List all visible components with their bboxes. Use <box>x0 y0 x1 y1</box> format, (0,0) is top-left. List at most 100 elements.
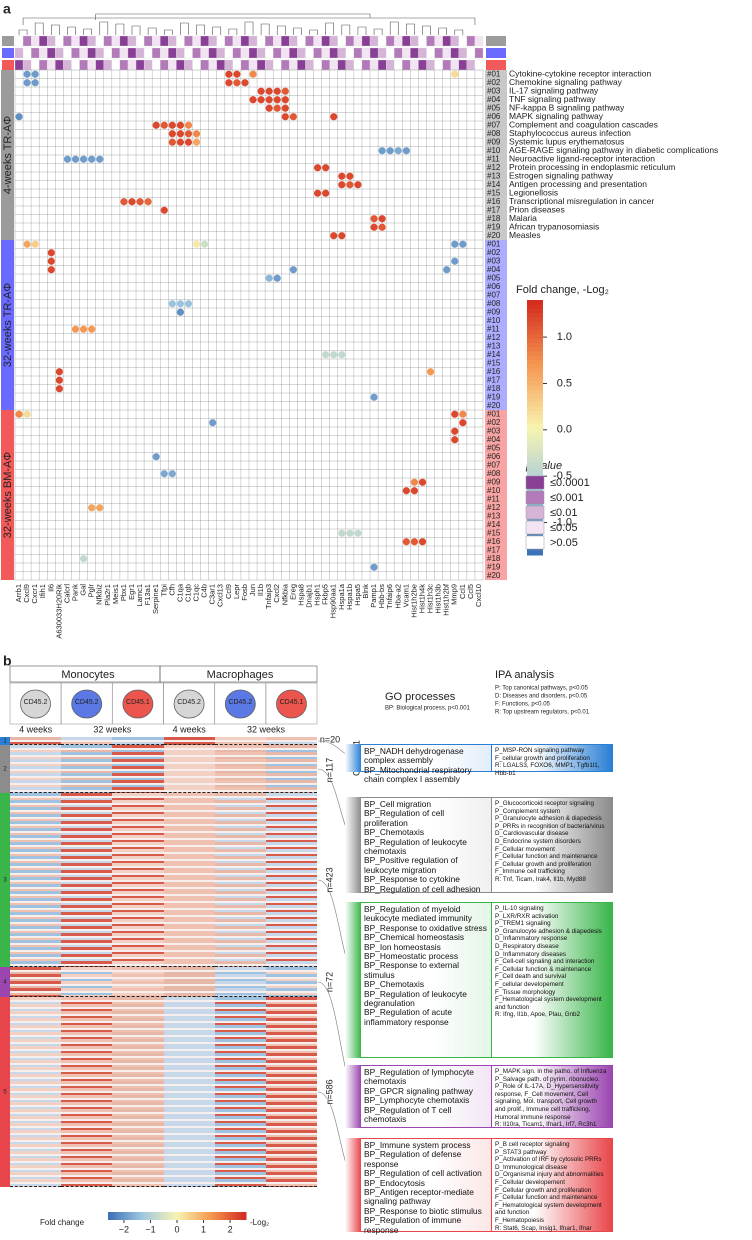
colorbar-segment <box>141 1212 145 1220</box>
gene-label: Ifih1 <box>38 584 47 598</box>
annotation-cell <box>119 35 129 47</box>
heatmap-block <box>10 745 62 793</box>
ipa-term: F_Cellular function and maintenance <box>495 853 598 861</box>
ipa-term: P_B cell receptor signaling <box>495 1141 570 1148</box>
row-id: #19 <box>487 562 501 571</box>
annotation-cell <box>224 47 234 59</box>
legend-label: ≤0.001 <box>550 492 584 504</box>
annotation-cell <box>337 35 346 47</box>
go-box: BP_Regulation of myeloid leukocyte media… <box>361 902 491 1058</box>
annotation-cell <box>377 59 387 71</box>
row-id: #11 <box>487 324 500 333</box>
fold-change-dot <box>241 79 249 87</box>
row-id: #12 <box>487 333 501 342</box>
cluster-band <box>345 744 361 772</box>
gene-label: Hist1h2bf <box>442 583 451 616</box>
pathway-name: Malaria <box>509 213 537 223</box>
annotation-cell <box>216 47 225 59</box>
row-id: #05 <box>487 443 501 452</box>
ipa-term: F_Cell death and survival <box>495 973 567 981</box>
annotation-cell <box>160 59 169 71</box>
ipa-term: F_Tissue morphology <box>495 988 556 996</box>
annotation-cell <box>434 47 443 59</box>
annotation-key <box>486 60 506 70</box>
ipa-term: F_cellular growth and proliferation <box>495 754 590 762</box>
fold-change-dot <box>313 189 322 197</box>
row-id: #17 <box>487 545 501 554</box>
annotation-cell <box>458 59 468 71</box>
colorbar-segment <box>527 470 543 475</box>
annotation-cell <box>297 35 306 47</box>
colorbar-segment <box>171 1212 175 1220</box>
annotation-cell <box>474 35 484 47</box>
fold-change-dot <box>265 96 273 104</box>
cluster-bar <box>0 737 10 745</box>
annotation-cell <box>127 35 137 47</box>
legend-label: >0.05 <box>550 537 578 549</box>
annotation-cell <box>39 59 48 71</box>
ipa-term: D_Respiratory disease <box>495 942 559 950</box>
cell-icon <box>122 689 154 719</box>
annotation-cell <box>321 59 330 71</box>
annotation-cell <box>87 35 96 47</box>
annotation-cell <box>208 47 217 59</box>
gene-label: Hspa5 <box>353 584 362 606</box>
row-id: #19 <box>487 222 501 231</box>
gene-label: Ccl9 <box>224 584 233 599</box>
gene-label: Serpine1 <box>151 584 160 614</box>
ipa-term: D_Endocrine system disorders <box>495 837 581 845</box>
gene-label: Hist1h4k <box>417 584 426 613</box>
row-id: #01 <box>487 69 501 78</box>
colorbar-segment <box>210 1212 214 1220</box>
pathway-name: IL-17 signaling pathway <box>509 86 599 96</box>
colorbar-segment <box>188 1212 192 1220</box>
pathway-name: Staphylococcus aureus infection <box>509 128 631 138</box>
annotation-cell <box>377 35 387 47</box>
colorbar-segment <box>190 1212 195 1220</box>
annotation-cell <box>248 59 258 71</box>
annotation-cell <box>79 59 88 71</box>
fold-change-dot <box>23 79 31 87</box>
annotation-cell <box>442 35 451 47</box>
gene-label: Pank <box>71 584 80 601</box>
gene-label: Mmp9 <box>450 584 459 605</box>
go-box: BP_Immune system process BP_Regulation of… <box>361 1138 491 1234</box>
fold-change-dot <box>402 487 410 495</box>
annotation-cell <box>143 35 153 47</box>
go-box: BP_Cell migration BP_Regulation of cell p… <box>361 797 491 894</box>
gene-label: Cxcr1 <box>30 584 39 604</box>
pathway-name: Systemic lupus erythematosus <box>509 137 624 147</box>
time-label: 32 weeks <box>93 724 132 734</box>
fold-change-dot <box>394 147 402 155</box>
n-label: n=117 <box>324 758 334 783</box>
go-title: GO processes <box>385 691 456 703</box>
ipa-term: F_Cellular function & maintenance <box>495 965 592 973</box>
gene-label: Cfh <box>167 584 176 596</box>
annotation-cell <box>14 35 24 47</box>
cluster-band <box>345 797 361 893</box>
colorbar-segment <box>527 380 543 386</box>
annotation-cell <box>442 47 451 59</box>
annotation-cell <box>434 59 443 71</box>
fold-change-dot <box>47 257 55 265</box>
ipa-term: P_Granulocyte adhesion & diapedesis <box>495 927 602 935</box>
heatmap-block <box>163 967 215 997</box>
ipa-term: P_LXR/RXR activation <box>495 912 559 920</box>
go-term: BP_Response to biotic stimulus <box>364 1205 482 1216</box>
colorbar-segment <box>527 376 543 382</box>
ipa-term: F_cellular developement <box>495 980 564 988</box>
row-id: #16 <box>487 197 501 206</box>
colorbar-segment <box>232 1212 236 1220</box>
annotation-cell <box>208 35 217 47</box>
fold-change-dot <box>281 113 289 121</box>
cell-icon <box>71 689 103 719</box>
annotation-cell <box>337 47 346 59</box>
annotation-cell <box>450 59 459 71</box>
ipa-term: F_Hematological system development and f… <box>495 996 602 1011</box>
fold-change-dot <box>459 410 467 418</box>
fold-change-dot <box>451 240 459 248</box>
cluster-bar <box>0 997 10 1187</box>
row-id: #13 <box>487 511 501 520</box>
